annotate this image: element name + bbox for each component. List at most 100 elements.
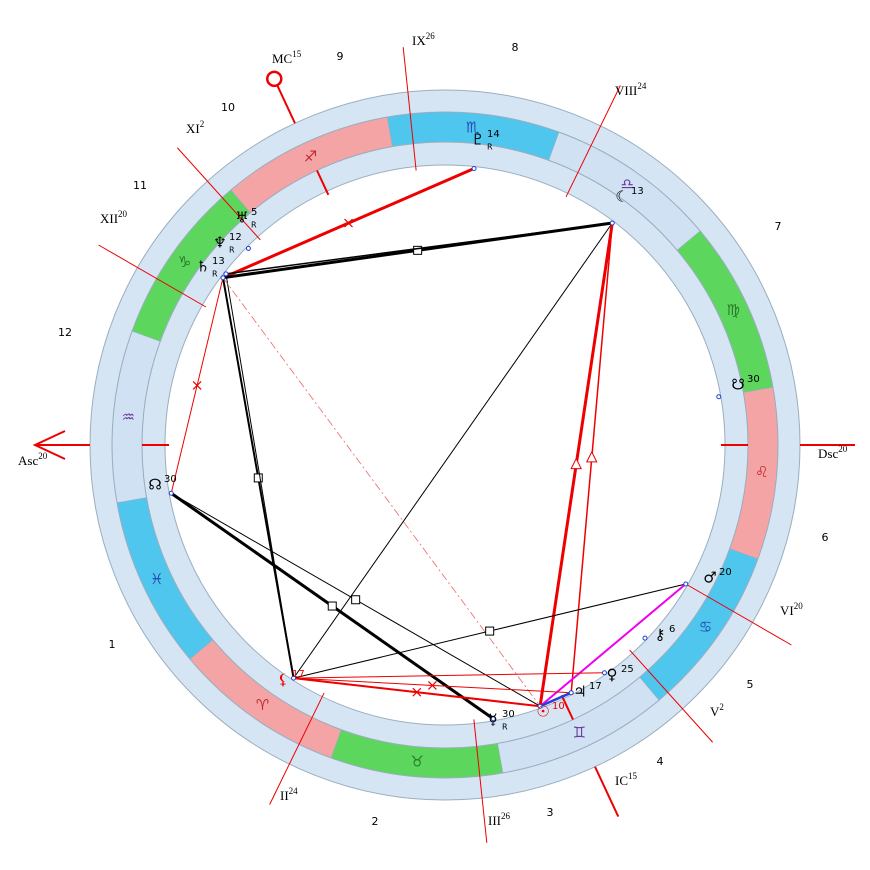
cusp-line bbox=[269, 692, 325, 805]
aspect-cross bbox=[412, 687, 422, 697]
cusp-name: MC bbox=[272, 51, 292, 66]
planet-point bbox=[537, 703, 543, 709]
planet-glyph: ☿ bbox=[488, 711, 497, 729]
cusp-degree: 2 bbox=[200, 119, 205, 129]
planet-glyph: ☾ bbox=[615, 188, 628, 206]
sign-glyph: ♉ bbox=[411, 752, 424, 770]
sign-glyph: ♌ bbox=[755, 463, 768, 481]
aspect-trine bbox=[585, 450, 598, 463]
aspect-cross bbox=[427, 681, 437, 690]
aspect-trine bbox=[570, 457, 583, 470]
mc-circle bbox=[266, 70, 283, 88]
planet-degree: 12 bbox=[229, 232, 242, 243]
cusp-label: II24 bbox=[280, 786, 298, 803]
aspects bbox=[170, 167, 687, 721]
aspect-cross bbox=[192, 381, 202, 390]
planet-degree: 30 bbox=[502, 709, 515, 720]
planet-degree: 6 bbox=[669, 624, 675, 635]
planet-point bbox=[601, 670, 607, 676]
house-number: 5 bbox=[747, 678, 754, 691]
planet-glyph: ☋ bbox=[731, 376, 744, 394]
planet-glyph: ⚸ bbox=[278, 671, 289, 689]
sign-glyph: ♐ bbox=[304, 147, 317, 165]
planet-degree: 17 bbox=[589, 681, 602, 692]
planet-point bbox=[716, 394, 722, 400]
cusp-degree: 2 bbox=[719, 702, 724, 712]
planet-point bbox=[609, 220, 615, 226]
house-number: 8 bbox=[512, 41, 519, 54]
cusp-degree: 24 bbox=[637, 81, 647, 91]
cusp-degree: 20 bbox=[794, 601, 804, 611]
planet-degree: 13 bbox=[212, 256, 225, 267]
zodiac-outer bbox=[111, 111, 779, 779]
planet-glyph: ♆ bbox=[213, 234, 226, 252]
cusp-name: IX bbox=[412, 33, 426, 48]
sign-glyph: ♒ bbox=[121, 408, 134, 426]
sign-glyph: ♋ bbox=[699, 618, 712, 636]
cusp-degree: 20 bbox=[118, 209, 128, 219]
house-number: 1 bbox=[109, 638, 116, 651]
planet-glyph: ♂ bbox=[703, 569, 716, 587]
retrograde: R bbox=[487, 143, 493, 152]
sign-glyph: ♊ bbox=[573, 724, 586, 742]
cusp-label: VIII24 bbox=[615, 81, 647, 98]
aspect-line bbox=[225, 222, 613, 275]
planet-glyph: ♀ bbox=[607, 666, 618, 684]
cusp-name: Dsc bbox=[818, 446, 838, 461]
cusp-line bbox=[98, 244, 207, 308]
retrograde: R bbox=[212, 270, 218, 279]
planet-point bbox=[568, 690, 574, 696]
planet-point bbox=[245, 245, 251, 251]
cusp-name: IC bbox=[615, 773, 628, 788]
sign-glyph: ♈ bbox=[256, 696, 269, 714]
planet-point bbox=[220, 275, 226, 281]
cusp-label: Asc20 bbox=[18, 451, 48, 468]
cusp-label: IX26 bbox=[412, 31, 435, 48]
planet-degree: 13 bbox=[631, 186, 644, 197]
planet-glyph: ♅ bbox=[235, 209, 248, 227]
cusp-degree: 20 bbox=[838, 444, 848, 454]
cusp-degree: 26 bbox=[501, 811, 511, 821]
cusp-label: VI20 bbox=[780, 601, 803, 618]
cusp-label: Dsc20 bbox=[818, 444, 848, 461]
house-number: 9 bbox=[337, 50, 344, 63]
zodiac-bands: ♈ ♉ ♊ ♋ ♌ ♍ ♎ ♏ ♐ ♑ ♒ ♓ bbox=[111, 111, 779, 779]
sign-glyph: ♓ bbox=[150, 570, 163, 588]
cusp-line bbox=[176, 147, 261, 241]
planet-point bbox=[642, 635, 648, 641]
aspect-square bbox=[327, 601, 337, 611]
cusp-degree: 26 bbox=[426, 31, 436, 41]
sign-glyph: ♍ bbox=[726, 301, 739, 319]
cusp-degree: 15 bbox=[292, 49, 302, 59]
asc-arrow bbox=[32, 430, 66, 460]
aspect-line bbox=[225, 273, 295, 679]
cusp-label: XII20 bbox=[100, 209, 128, 226]
aspect-line bbox=[293, 672, 605, 679]
house-cusps: 1Asc202II243III264IC155V26VI207Dsc208VII… bbox=[18, 31, 855, 843]
cusp-label: III26 bbox=[488, 811, 511, 828]
sign-glyph: ♎ bbox=[621, 175, 634, 193]
planet-glyph: ♃ bbox=[573, 683, 586, 701]
house-number: 11 bbox=[133, 179, 147, 192]
cusp-name: XI bbox=[186, 121, 200, 136]
cusp-line bbox=[565, 85, 621, 198]
planet-glyph: ♇ bbox=[471, 131, 484, 149]
cusp-name: XII bbox=[100, 211, 118, 226]
planet-point bbox=[223, 271, 229, 277]
planet-glyph: ☉ bbox=[536, 703, 549, 721]
cusp-label: MC15 bbox=[272, 49, 302, 66]
house-number: 7 bbox=[775, 220, 782, 233]
aspect-line bbox=[539, 583, 687, 708]
aspect-square bbox=[351, 595, 361, 605]
cusp-name: II bbox=[280, 788, 289, 803]
house-number: 3 bbox=[547, 806, 554, 819]
house-number: 4 bbox=[657, 755, 664, 768]
cusp-line bbox=[473, 719, 488, 843]
cusp-line bbox=[402, 47, 417, 171]
sign-glyph: ♏ bbox=[466, 119, 480, 137]
planet-point bbox=[471, 166, 477, 172]
planet-point bbox=[683, 581, 689, 587]
planet-degree: 30 bbox=[747, 374, 760, 385]
aspect-square bbox=[485, 626, 495, 636]
